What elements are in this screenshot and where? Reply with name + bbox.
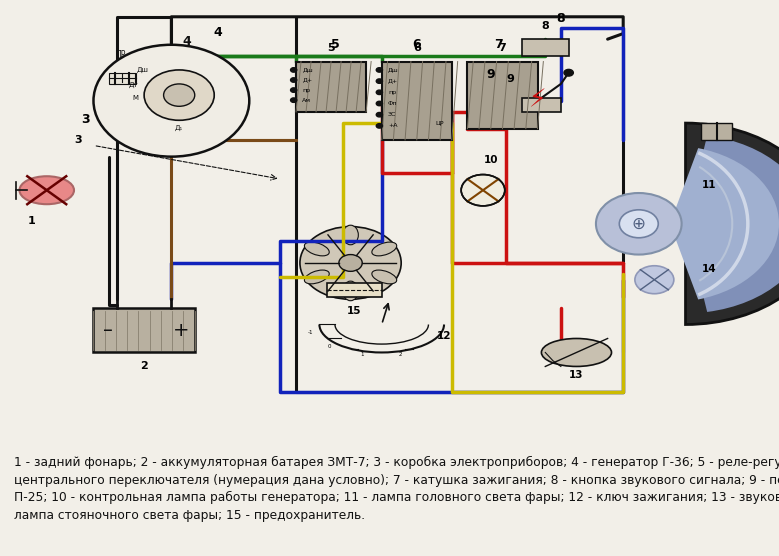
Text: Ам: Ам	[302, 98, 312, 103]
Text: -1: -1	[308, 330, 313, 335]
Circle shape	[376, 90, 382, 95]
Ellipse shape	[343, 281, 358, 301]
Text: 8: 8	[556, 12, 566, 26]
Text: 10: 10	[484, 155, 498, 165]
Circle shape	[376, 79, 382, 83]
Text: 9: 9	[486, 68, 495, 81]
Text: Дш: Дш	[388, 67, 399, 72]
Bar	[522, 39, 569, 56]
Text: 15: 15	[347, 305, 361, 315]
Text: М: М	[132, 95, 139, 101]
Text: Дт: Дт	[129, 82, 138, 88]
Ellipse shape	[372, 270, 397, 284]
Text: 11: 11	[702, 180, 716, 190]
Circle shape	[376, 112, 382, 117]
Text: 2: 2	[140, 361, 148, 371]
Circle shape	[376, 68, 382, 72]
Text: пр: пр	[388, 90, 396, 95]
Circle shape	[596, 193, 682, 255]
Circle shape	[461, 175, 505, 206]
Circle shape	[339, 255, 362, 271]
Text: 5: 5	[327, 43, 335, 53]
Text: +А: +А	[388, 123, 397, 128]
Ellipse shape	[19, 176, 74, 204]
Text: 3: 3	[81, 113, 90, 126]
Text: ⊕: ⊕	[632, 215, 646, 233]
Text: 1: 1	[361, 352, 365, 357]
Text: ЗС: ЗС	[388, 112, 397, 117]
Text: 8: 8	[541, 21, 549, 31]
Ellipse shape	[343, 225, 358, 245]
Text: Д₁: Д₁	[175, 125, 183, 131]
Ellipse shape	[305, 270, 330, 284]
Text: 3: 3	[74, 135, 82, 145]
Text: ⚡: ⚡	[529, 89, 546, 113]
Text: Дш: Дш	[136, 67, 148, 73]
Bar	[522, 98, 561, 112]
Text: +: +	[172, 321, 189, 340]
Circle shape	[619, 210, 658, 238]
Circle shape	[564, 70, 573, 76]
Ellipse shape	[372, 242, 397, 256]
Circle shape	[635, 266, 674, 294]
Wedge shape	[686, 136, 779, 312]
Text: 7: 7	[499, 43, 506, 53]
Text: 1: 1	[27, 216, 35, 226]
Circle shape	[376, 101, 382, 106]
Circle shape	[291, 68, 297, 72]
Wedge shape	[686, 123, 779, 325]
Text: 12: 12	[437, 331, 451, 341]
Text: 0: 0	[328, 344, 331, 349]
Ellipse shape	[305, 242, 330, 256]
Text: Фп: Фп	[388, 101, 397, 106]
Text: пр: пр	[302, 88, 310, 93]
Circle shape	[93, 44, 249, 157]
Text: 4: 4	[182, 36, 192, 48]
Text: 14: 14	[702, 264, 716, 274]
Ellipse shape	[541, 339, 612, 366]
Text: Д+: Д+	[388, 78, 398, 83]
Circle shape	[164, 84, 195, 106]
Text: Дш: Дш	[302, 67, 313, 72]
Text: 6: 6	[412, 38, 421, 51]
Text: 4: 4	[213, 26, 223, 39]
Circle shape	[291, 88, 297, 92]
Circle shape	[300, 227, 401, 299]
Bar	[109, 73, 136, 84]
Text: 7: 7	[494, 38, 503, 51]
Bar	[296, 62, 366, 112]
Circle shape	[291, 98, 297, 102]
Bar	[93, 307, 195, 353]
Circle shape	[376, 123, 382, 128]
Bar	[701, 123, 732, 140]
Circle shape	[291, 78, 297, 82]
Text: ЦР: ЦР	[435, 121, 444, 126]
Text: 2: 2	[399, 352, 403, 357]
Text: 6: 6	[413, 43, 421, 53]
Bar	[382, 62, 452, 140]
Text: –: –	[103, 321, 112, 340]
Circle shape	[144, 70, 214, 120]
Wedge shape	[670, 148, 779, 300]
Text: 1 - задний фонарь; 2 - аккумуляторная батарея ЗМТ-7; 3 - коробка электроприборов: 1 - задний фонарь; 2 - аккумуляторная ба…	[14, 456, 779, 522]
Text: 13: 13	[569, 370, 583, 380]
Bar	[327, 282, 382, 296]
Text: Д+: Д+	[302, 77, 312, 82]
Text: 5: 5	[330, 38, 340, 51]
Text: 9: 9	[506, 74, 514, 84]
Bar	[467, 62, 538, 128]
Text: ПР: ПР	[115, 51, 126, 59]
